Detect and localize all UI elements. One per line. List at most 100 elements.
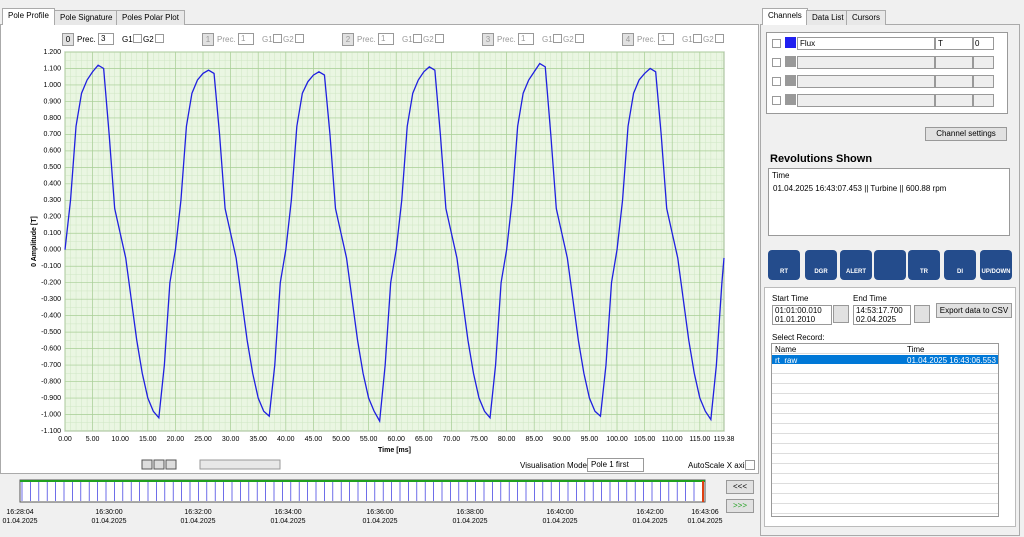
g1-check[interactable] (693, 34, 702, 43)
x-tick-label: 80.00 (498, 436, 516, 443)
icon[interactable]: RT (768, 250, 800, 280)
g2-check[interactable] (575, 34, 584, 43)
prec-input[interactable]: 1 (238, 33, 254, 45)
tab[interactable]: Pole Signature (54, 10, 119, 25)
end-label: End Time (853, 294, 887, 303)
channel-index[interactable]: 2 (342, 33, 354, 46)
x-tick-label: 75.00 (470, 436, 488, 443)
channel-unit[interactable] (935, 75, 973, 88)
y-tick-label: 0.100 (43, 230, 61, 237)
g2-check[interactable] (715, 34, 724, 43)
g1-check[interactable] (553, 34, 562, 43)
start-time[interactable] (772, 305, 832, 325)
g1-label: G1 (262, 35, 273, 44)
visible-check[interactable] (772, 77, 781, 86)
visible-check[interactable] (772, 96, 781, 105)
x-tick-label: 65.00 (415, 436, 433, 443)
revolution-row[interactable]: 01.04.2025 16:43:07.453 || Turbine || 60… (773, 184, 947, 193)
channel-name[interactable]: Flux (797, 37, 935, 50)
revolutions-header: Time (772, 171, 790, 180)
g2-label: G2 (423, 35, 434, 44)
visible-check[interactable] (772, 39, 781, 48)
tab[interactable]: Data List (806, 10, 850, 25)
timeline-date: 01.04.2025 (180, 518, 215, 525)
g1-check[interactable] (413, 34, 422, 43)
icon[interactable]: TR (908, 250, 940, 280)
timeline-time: 16:30:00 (95, 509, 122, 516)
channel-unit[interactable]: T (935, 37, 973, 50)
channel-value[interactable]: 0 (973, 37, 994, 50)
channel-settings[interactable]: Channel settings (925, 127, 1007, 141)
channel-name[interactable] (797, 94, 935, 107)
channel-name[interactable] (797, 56, 935, 69)
icon[interactable]: UP/DOWN (980, 250, 1012, 280)
channel-value[interactable] (973, 75, 994, 88)
y-tick-label: 0.300 (43, 197, 61, 204)
color-swatch[interactable] (785, 94, 796, 105)
y-tick-label: -0.500 (41, 329, 61, 336)
color-swatch[interactable] (785, 37, 796, 48)
channel-index[interactable]: 0 (62, 33, 74, 46)
x-axis-label: Time [ms] (378, 447, 411, 454)
x-tick-label: 60.00 (387, 436, 405, 443)
icon[interactable]: DGR (805, 250, 837, 280)
records-header: Name (775, 345, 797, 354)
g2-check[interactable] (155, 34, 164, 43)
g2-label: G2 (563, 35, 574, 44)
calendar[interactable] (914, 305, 930, 323)
timeline-date: 01.04.2025 (362, 518, 397, 525)
x-tick-label: 55.00 (360, 436, 378, 443)
g2-check[interactable] (435, 34, 444, 43)
channel-name[interactable] (797, 75, 935, 88)
x-tick-label: 45.00 (305, 436, 323, 443)
g1-label: G1 (122, 35, 133, 44)
timeline-time: 16:34:00 (274, 509, 301, 516)
y-tick-label: -0.700 (41, 362, 61, 369)
g1-check[interactable] (273, 34, 282, 43)
channel-index[interactable]: 3 (482, 33, 494, 46)
tab[interactable]: Channels (762, 8, 808, 25)
nav-button[interactable]: <<< (726, 480, 754, 494)
g1-check[interactable] (133, 34, 142, 43)
calendar[interactable] (833, 305, 849, 323)
tab[interactable]: Poles Polar Plot (116, 10, 185, 25)
x-tick-label: 110.00 (662, 436, 683, 443)
start-time-text: 01:01:00.010 (775, 306, 822, 315)
nav-button[interactable]: >>> (726, 499, 754, 513)
x-tick-label: 90.00 (553, 436, 571, 443)
prec-input[interactable]: 1 (378, 33, 394, 45)
visible-check[interactable] (772, 58, 781, 67)
y-tick-label: 0.400 (43, 181, 61, 188)
g2-label: G2 (283, 35, 294, 44)
records-table (771, 343, 999, 517)
color-swatch[interactable] (785, 56, 796, 67)
channel-value[interactable] (973, 94, 994, 107)
graph-tool (141, 459, 153, 470)
channel-unit[interactable] (935, 94, 973, 107)
channel-index[interactable]: 4 (622, 33, 634, 46)
export-button[interactable]: Export data to CSV (936, 303, 1012, 318)
prec-input[interactable]: 1 (658, 33, 674, 45)
icon[interactable]: DI (944, 250, 976, 280)
icon[interactable] (874, 250, 906, 280)
color-swatch[interactable] (785, 75, 796, 86)
mode-select[interactable]: Pole 1 first (587, 458, 644, 472)
x-tick-label: 20.00 (167, 436, 185, 443)
timeline-date: 01.04.2025 (270, 518, 305, 525)
tab[interactable]: Pole Profile (2, 8, 55, 25)
y-tick-label: 0.700 (43, 131, 61, 138)
channel-index[interactable]: 1 (202, 33, 214, 46)
end-time[interactable] (853, 305, 911, 325)
g2-check[interactable] (295, 34, 304, 43)
x-tick-label: 30.00 (222, 436, 240, 443)
prec-input[interactable]: 3 (98, 33, 114, 45)
prec-input[interactable]: 1 (518, 33, 534, 45)
tab[interactable]: Cursors (846, 10, 887, 25)
channel-value[interactable] (973, 56, 994, 69)
autoscale-check[interactable] (745, 460, 755, 470)
prec-label: Prec. (637, 35, 656, 44)
channel-unit[interactable] (935, 56, 973, 69)
records-row[interactable] (772, 355, 998, 364)
icon[interactable]: ALERT (840, 250, 872, 280)
